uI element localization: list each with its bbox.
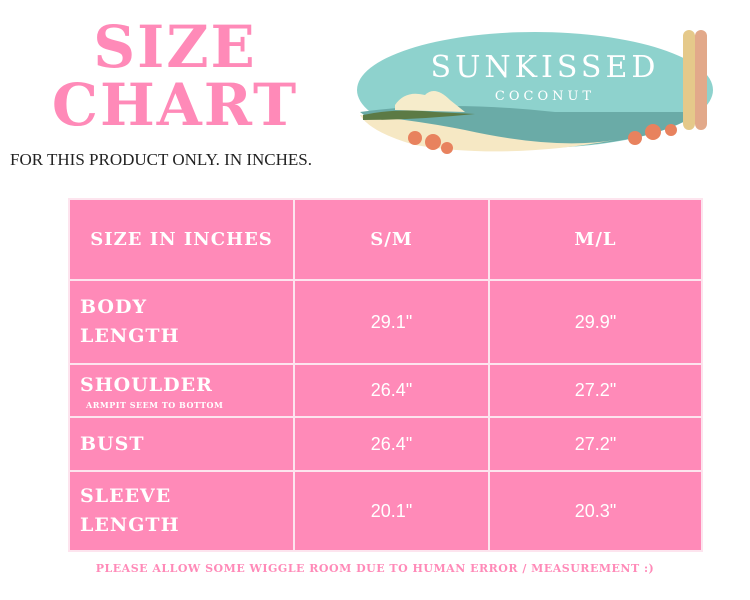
label-line: SHOULDER <box>80 374 213 396</box>
cell-value: 29.1" <box>293 279 490 365</box>
logo-tagline: COCONUT <box>495 89 595 104</box>
label-line: SLEEVE <box>80 485 172 507</box>
header-ml: M/L <box>488 198 703 281</box>
row-label: BODY LENGTH <box>68 279 295 365</box>
label-line: LENGTH <box>80 325 180 347</box>
title-line-1: SIZE <box>93 13 257 81</box>
footer-note: PLEASE ALLOW SOME WIGGLE ROOM DUE TO HUM… <box>95 562 655 575</box>
cell-value: 26.4" <box>293 363 490 418</box>
table-row: SHOULDER ARMPIT SEEM TO BOTTOM 26.4" 27.2… <box>68 363 703 418</box>
title-line-2: CHART <box>51 71 299 139</box>
cell-value: 20.1" <box>293 470 490 552</box>
header-sm: S/M <box>293 198 490 281</box>
row-label: SLEEVE LENGTH <box>68 470 295 552</box>
table-row: BODY LENGTH 29.1" 29.9" <box>68 279 703 365</box>
cell-value: 26.4" <box>293 416 490 472</box>
cell-value: 29.9" <box>488 279 703 365</box>
table-row: SLEEVE LENGTH 20.1" 20.3" <box>68 470 703 552</box>
label-line: LENGTH <box>80 514 180 536</box>
row-label: SHOULDER ARMPIT SEEM TO BOTTOM <box>68 363 295 418</box>
label-line: BODY <box>80 296 148 318</box>
header-size: SIZE IN INCHES <box>68 198 295 281</box>
table-row: BUST 26.4" 27.2" <box>68 416 703 472</box>
cell-value: 20.3" <box>488 470 703 552</box>
size-table: SIZE IN INCHES S/M M/L BODY LENGTH 29.1" … <box>68 198 703 552</box>
logo-brand: SUNKISSED <box>431 50 660 85</box>
row-note: ARMPIT SEEM TO BOTTOM <box>86 400 224 410</box>
page-title: SIZE CHART <box>30 18 320 134</box>
row-label: BUST <box>68 416 295 472</box>
table-header-row: SIZE IN INCHES S/M M/L <box>68 198 703 281</box>
brand-logo: SUNKISSED COCONUT <box>357 30 713 154</box>
cell-value: 27.2" <box>488 416 703 472</box>
label-line: BUST <box>80 432 145 455</box>
cell-value: 27.2" <box>488 363 703 418</box>
subtitle: FOR THIS PRODUCT ONLY. IN INCHES. <box>10 150 312 169</box>
